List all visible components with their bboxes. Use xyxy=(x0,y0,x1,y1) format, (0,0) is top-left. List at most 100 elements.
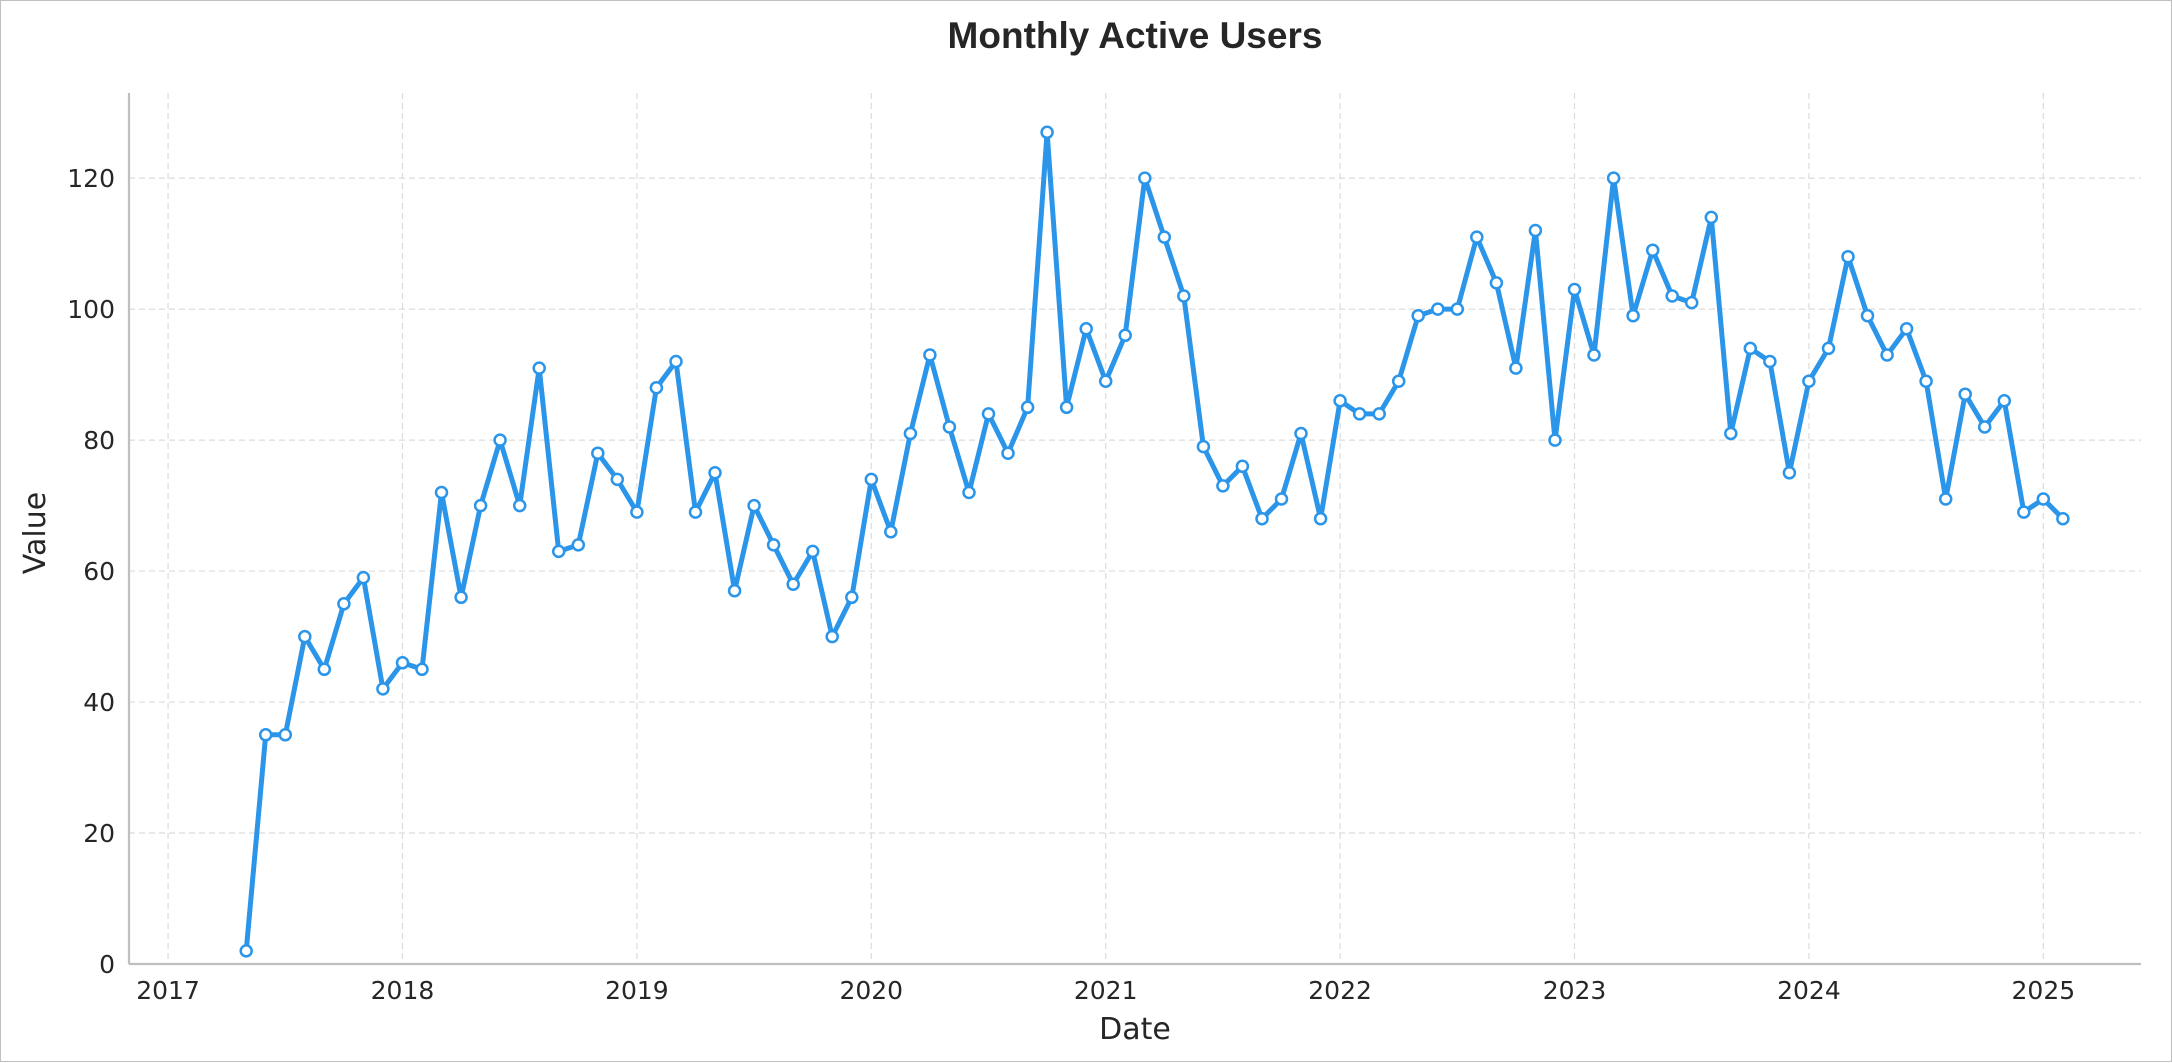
data-point xyxy=(630,505,644,519)
y-tick-label: 120 xyxy=(67,164,115,193)
data-point xyxy=(1587,348,1601,362)
data-point xyxy=(239,944,253,958)
data-point xyxy=(1118,328,1132,343)
series-line xyxy=(243,129,2066,954)
data-point xyxy=(2017,505,2031,519)
data-point xyxy=(884,525,898,539)
data-point xyxy=(1059,400,1074,415)
data-point xyxy=(727,583,742,598)
data-point xyxy=(337,597,351,611)
x-tick-label: 2021 xyxy=(1074,976,1138,1005)
data-point xyxy=(1040,125,1054,140)
y-tick-label: 20 xyxy=(83,819,115,848)
data-point xyxy=(2056,511,2070,526)
data-point xyxy=(1958,387,1972,401)
data-point xyxy=(1782,466,1797,480)
y-tick-label: 60 xyxy=(83,557,115,586)
x-tick-label: 2019 xyxy=(605,976,669,1005)
data-point xyxy=(805,544,820,559)
data-point xyxy=(649,380,664,395)
data-point xyxy=(903,426,918,441)
data-point xyxy=(1274,492,1289,506)
data-point xyxy=(1470,230,1484,244)
data-point xyxy=(845,590,859,605)
data-point xyxy=(1001,446,1015,460)
data-point xyxy=(298,629,312,644)
y-tick-label: 80 xyxy=(83,426,115,455)
x-tick-label: 2023 xyxy=(1543,976,1607,1005)
data-point xyxy=(1704,210,1719,225)
data-point xyxy=(1138,171,1152,185)
data-point xyxy=(1509,361,1523,375)
data-point xyxy=(434,485,449,500)
data-point xyxy=(1216,479,1230,493)
data-point xyxy=(1079,322,1093,336)
data-point xyxy=(1177,289,1191,303)
data-point xyxy=(669,354,683,369)
data-point xyxy=(1255,511,1269,526)
data-point xyxy=(1020,400,1035,415)
y-tick-label: 100 xyxy=(67,295,115,324)
data-point xyxy=(766,538,781,552)
data-point xyxy=(942,420,957,434)
data-point xyxy=(1548,433,1562,447)
data-point xyxy=(571,538,586,552)
data-point xyxy=(864,472,879,487)
axes-spines xyxy=(127,93,2141,966)
data-point xyxy=(1645,243,1660,257)
data-point xyxy=(1802,374,1816,388)
data-point xyxy=(1606,171,1621,185)
data-point xyxy=(415,662,429,677)
data-point xyxy=(356,570,371,585)
data-point xyxy=(1841,249,1855,264)
data-point xyxy=(512,498,527,513)
data-point xyxy=(923,348,937,362)
x-tick-label: 2025 xyxy=(2012,976,2076,1005)
data-point xyxy=(551,544,566,559)
data-point xyxy=(1821,341,1836,356)
data-point xyxy=(493,433,507,447)
data-point xyxy=(1196,439,1211,454)
data-point xyxy=(1528,223,1543,238)
data-point xyxy=(278,728,293,742)
x-tick-label: 2024 xyxy=(1777,976,1841,1005)
data-point xyxy=(1763,354,1777,369)
data-point xyxy=(688,505,703,519)
data-point xyxy=(1411,308,1425,323)
data-point xyxy=(1997,394,2012,408)
x-tick-label: 2020 xyxy=(839,976,903,1005)
data-point xyxy=(1098,374,1113,388)
data-point xyxy=(1372,407,1386,421)
data-point xyxy=(317,662,332,677)
data-point xyxy=(1489,276,1504,290)
data-point xyxy=(454,590,468,605)
data-point xyxy=(1860,308,1875,323)
data-point xyxy=(1938,492,1953,506)
data-point xyxy=(1431,302,1445,316)
y-tick-label: 40 xyxy=(83,688,115,717)
grid xyxy=(129,93,2141,964)
chart-title: Monthly Active Users xyxy=(948,15,1323,56)
y-axis-label: Value xyxy=(18,492,53,574)
data-point xyxy=(1665,289,1679,303)
data-point xyxy=(1977,420,1992,434)
data-point xyxy=(610,472,625,487)
data-point xyxy=(825,629,839,644)
data-point xyxy=(1626,308,1640,323)
x-tick-label: 2017 xyxy=(136,976,200,1005)
data-point xyxy=(532,361,546,375)
x-axis-label: Date xyxy=(1099,1012,1171,1047)
data-point xyxy=(1880,348,1894,362)
x-tick-label: 2018 xyxy=(371,976,435,1005)
data-point xyxy=(258,728,273,742)
data-point xyxy=(708,466,722,480)
data-point xyxy=(1352,407,1367,421)
data-point xyxy=(1235,459,1250,474)
data-point xyxy=(1684,295,1699,310)
series-layer xyxy=(239,125,2070,958)
data-point xyxy=(747,498,761,513)
y-tick-labels: 0 20 40 60 80 100 120 xyxy=(67,164,115,979)
x-tick-labels: 2017 2018 2019 2020 2021 2022 2023 2024 2025 xyxy=(136,976,2075,1005)
data-point xyxy=(1450,302,1465,316)
